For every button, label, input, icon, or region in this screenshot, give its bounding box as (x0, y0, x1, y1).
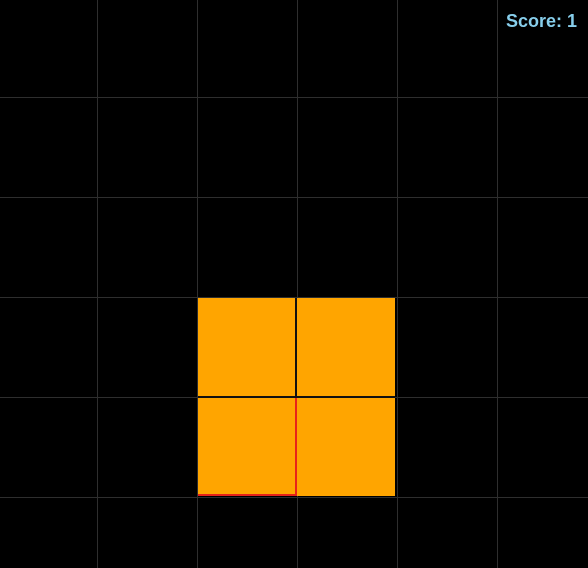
block-highlight-edge (198, 494, 297, 496)
grid-line-vertical (297, 0, 298, 568)
score-display: Score: 1 (506, 11, 577, 32)
grid-line-horizontal (0, 197, 588, 198)
piece-block (297, 398, 395, 496)
piece-block (198, 398, 296, 496)
piece-divider (295, 298, 297, 397)
score-value: 1 (566, 11, 577, 31)
piece-divider (198, 396, 395, 398)
block-highlight-edge (295, 398, 297, 496)
grid-line-horizontal (0, 297, 588, 298)
piece-block (297, 298, 395, 396)
score-label: Score: (505, 11, 562, 31)
grid-line-vertical (497, 0, 498, 568)
grid-line-vertical (97, 0, 98, 568)
piece-block (198, 298, 296, 396)
grid-line-horizontal (0, 497, 588, 498)
grid-line-vertical (197, 0, 198, 568)
grid-line-horizontal (0, 97, 588, 98)
grid-line-vertical (397, 0, 398, 568)
